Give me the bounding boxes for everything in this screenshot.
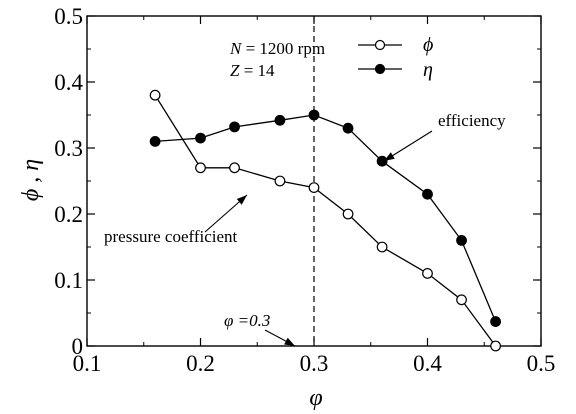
pressure-arrow-head xyxy=(236,195,247,205)
eta-point xyxy=(195,132,206,144)
reference-arrow-head xyxy=(284,337,295,346)
legend: ϕ η xyxy=(358,34,433,81)
plot-area: 0.1 0.2 0.3 0.4 0.500.10.20.30.40.5 xyxy=(54,4,555,376)
x-tick-label: 0.5 xyxy=(527,351,556,376)
phi-point xyxy=(149,89,161,101)
eta-point xyxy=(274,114,286,126)
y-tick-label: 0.5 xyxy=(54,4,83,29)
y-tick-label: 0.1 xyxy=(54,268,83,293)
y-tick-label: 0 xyxy=(72,334,84,359)
x-tick-label: 0.1 xyxy=(73,351,102,376)
annotation-reference-line: φ =0.3 xyxy=(224,311,270,330)
x-axis-title: φ xyxy=(309,385,322,411)
annotation-efficiency: efficiency xyxy=(438,111,506,130)
phi-point xyxy=(376,241,388,253)
phi-point xyxy=(456,294,467,306)
phi-point xyxy=(490,340,502,352)
eta-point xyxy=(149,135,161,147)
phi-point xyxy=(342,208,354,220)
chart-marks xyxy=(149,89,502,352)
efficiency-arrow-head xyxy=(384,152,395,161)
phi-point xyxy=(195,162,206,174)
legend-label-phi: ϕ xyxy=(423,34,433,56)
condition-z: Z = 14 xyxy=(230,61,275,80)
eta-point xyxy=(376,155,388,167)
phi-point xyxy=(308,182,320,194)
y-axis-title: ϕ , η xyxy=(18,159,44,201)
x-tick-label: 0.4 xyxy=(413,351,442,376)
y-tick-label: 0.4 xyxy=(54,70,83,95)
y-tick-label: 0.3 xyxy=(54,136,83,161)
eta-point xyxy=(229,121,240,133)
phi-point xyxy=(422,268,433,279)
phi-point xyxy=(274,175,286,187)
series-line-eta xyxy=(155,114,497,322)
x-tick-label: 0.3 xyxy=(300,351,329,376)
legend-marker-eta xyxy=(374,63,386,75)
eta-point xyxy=(342,122,354,134)
eta-point xyxy=(422,188,433,200)
x-tick-label: 0.2 xyxy=(186,351,215,376)
phi-point xyxy=(229,162,240,174)
eta-point xyxy=(308,109,320,121)
condition-n: N = 1200 rpm xyxy=(229,39,325,58)
annotation-pressure-coefficient: pressure coefficient xyxy=(104,227,238,246)
series-line-phi xyxy=(154,94,497,347)
eta-point xyxy=(490,316,502,327)
y-tick-label: 0.2 xyxy=(54,202,83,227)
eta-point xyxy=(456,234,467,246)
legend-label-eta: η xyxy=(423,59,433,81)
legend-marker-phi xyxy=(374,39,386,51)
